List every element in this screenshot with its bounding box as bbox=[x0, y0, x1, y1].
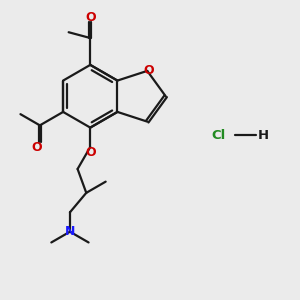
Text: O: O bbox=[32, 141, 42, 154]
Text: H: H bbox=[258, 129, 269, 142]
Text: N: N bbox=[65, 225, 75, 238]
Text: O: O bbox=[85, 11, 96, 24]
Text: O: O bbox=[85, 146, 96, 160]
Text: Cl: Cl bbox=[212, 129, 226, 142]
Text: O: O bbox=[143, 64, 154, 77]
